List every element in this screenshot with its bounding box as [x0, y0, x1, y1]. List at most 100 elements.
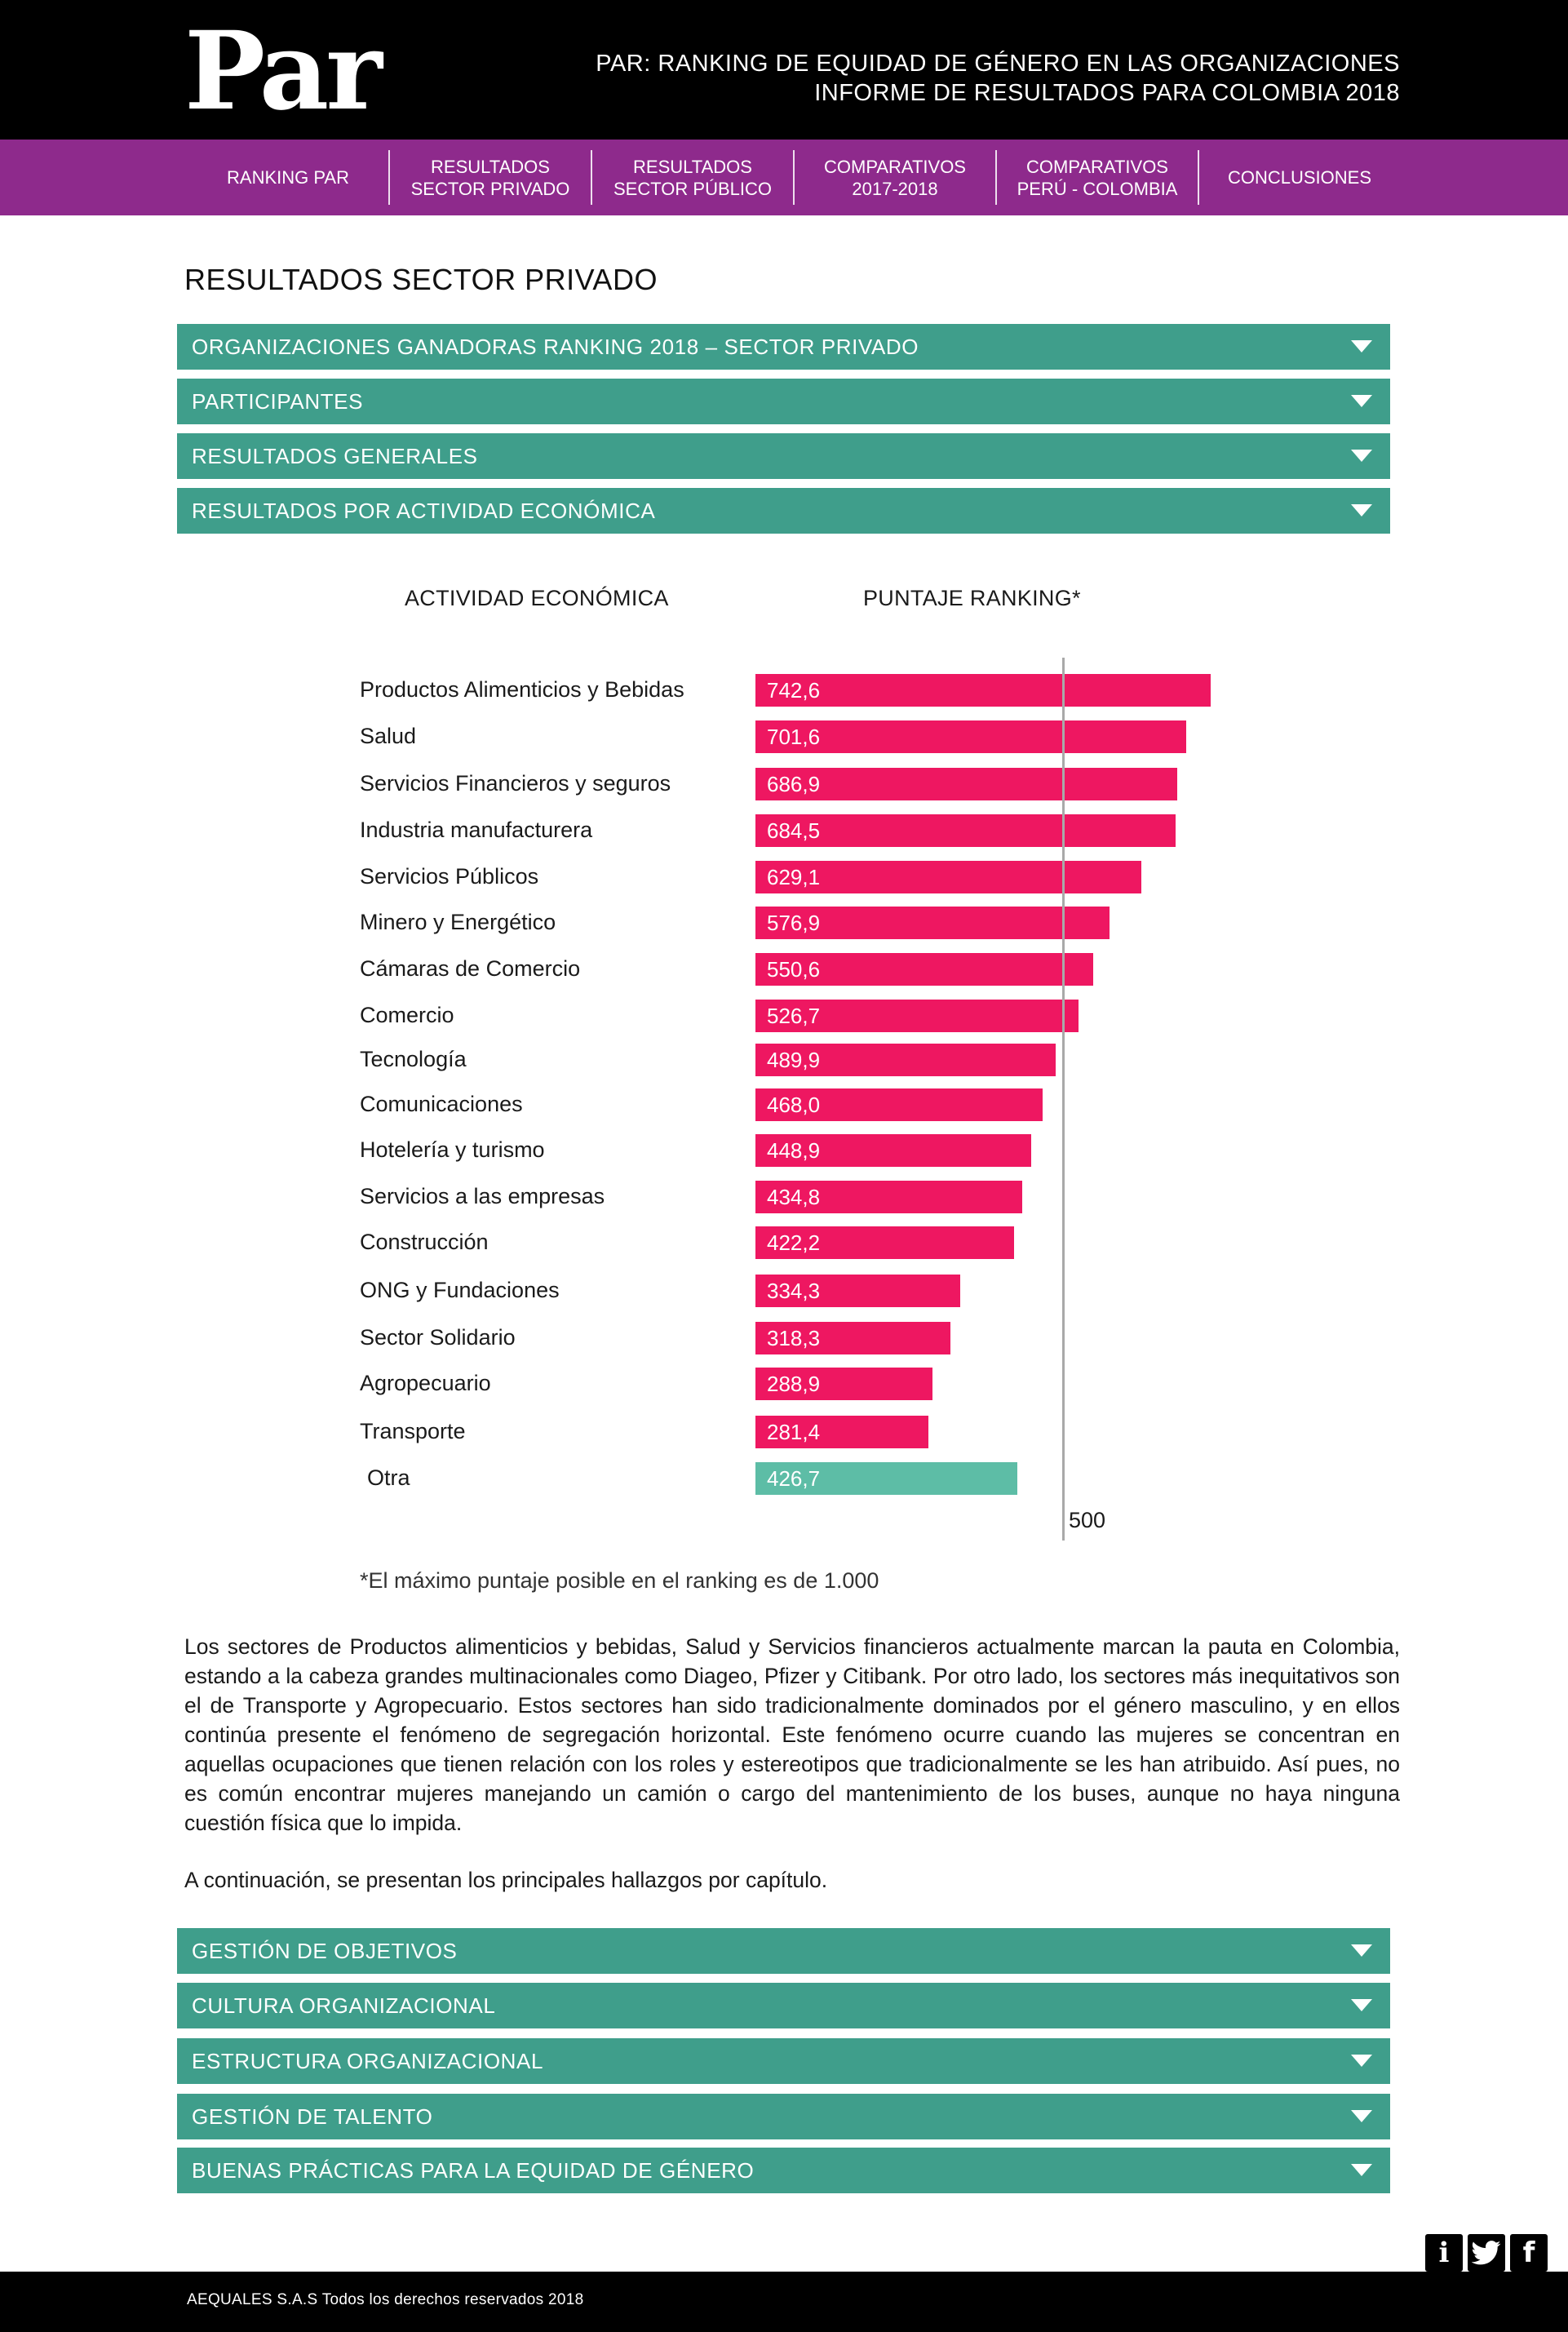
- par-logo[interactable]: Par: [184, 8, 383, 135]
- chart-category-label: Servicios Financieros y seguros: [360, 771, 671, 796]
- accordion-label: BUENAS PRÁCTICAS PARA LA EQUIDAD DE GÉNE…: [192, 2157, 755, 2183]
- info-icon[interactable]: i: [1425, 2234, 1463, 2272]
- accordion-label: RESULTADOS GENERALES: [192, 443, 478, 468]
- main-nav: RANKING PAR RESULTADOS SECTOR PRIVADO RE…: [0, 140, 1568, 215]
- footer-copyright: AEQUALES S.A.S Todos los derechos reserv…: [187, 2291, 584, 2308]
- chart-category-label: Hotelería y turismo: [360, 1137, 545, 1162]
- chevron-down-icon: [1351, 2164, 1372, 2176]
- accordion-estructura-organizacional[interactable]: ESTRUCTURA ORGANIZACIONAL: [177, 2038, 1390, 2084]
- nav-comparativos-2017-2018[interactable]: COMPARATIVOS 2017-2018: [824, 156, 966, 199]
- accordion-gestion-objetivos[interactable]: GESTIÓN DE OBJETIVOS: [177, 1928, 1390, 1974]
- chart-category-header: ACTIVIDAD ECONÓMICA: [405, 586, 669, 610]
- chart-bar: [755, 1088, 1043, 1121]
- header-bar: [0, 0, 1568, 140]
- chart-data-label: 686,9: [767, 772, 821, 796]
- chart-footnote: *El máximo puntaje posible en el ranking…: [360, 1568, 879, 1593]
- chevron-down-icon: [1351, 450, 1372, 462]
- intro-paragraph: A continuación, se presentan los princip…: [184, 1868, 828, 1892]
- chart-data-label: 489,9: [767, 1048, 821, 1072]
- chart-data-label: 526,7: [767, 1004, 821, 1028]
- chart-category-label: Cámaras de Comercio: [360, 956, 581, 981]
- chevron-down-icon: [1351, 1999, 1372, 2011]
- chart-bar: [755, 1000, 1079, 1032]
- chart-bar: [755, 1416, 928, 1448]
- nav-conclusiones[interactable]: CONCLUSIONES: [1227, 167, 1372, 188]
- chart-category-label: Minero y Energético: [360, 910, 556, 934]
- chart-category-label: Comunicaciones: [360, 1092, 523, 1116]
- logo-pointer-dot: [480, 131, 489, 140]
- chart-data-label: 334,3: [767, 1279, 821, 1303]
- chart-data-label: 448,9: [767, 1138, 821, 1163]
- chart-bar: [755, 1368, 932, 1400]
- chart-category-label: Comercio: [360, 1003, 454, 1027]
- chart-category-label: Sector Solidario: [360, 1325, 516, 1350]
- accordion-resultados-actividad-economica[interactable]: RESULTADOS POR ACTIVIDAD ECONÓMICA: [177, 488, 1390, 534]
- chart-category-label: Agropecuario: [360, 1371, 491, 1395]
- chevron-down-icon: [1351, 1944, 1372, 1957]
- header-title: PAR: RANKING DE EQUIDAD DE GÉNERO EN LAS…: [596, 49, 1400, 108]
- chart-bar: [755, 1462, 1017, 1495]
- accordion-label: ESTRUCTURA ORGANIZACIONAL: [192, 2048, 544, 2073]
- chart-data-label: 684,5: [767, 818, 821, 843]
- chart-category-label: Otra: [367, 1465, 410, 1490]
- header-title-line2: INFORME DE RESULTADOS PARA COLOMBIA 2018: [814, 80, 1400, 106]
- chart-category-label: Salud: [360, 724, 417, 748]
- accordion-label: GESTIÓN DE OBJETIVOS: [192, 1938, 458, 1963]
- accordion-organizaciones-ganadoras[interactable]: ORGANIZACIONES GANADORAS RANKING 2018 – …: [177, 324, 1390, 370]
- footer-bar: [0, 2272, 1568, 2332]
- header-title-line1: PAR: RANKING DE EQUIDAD DE GÉNERO EN LAS…: [596, 51, 1400, 77]
- nav-divider: [995, 150, 997, 205]
- chart-category-label: Industria manufacturera: [360, 818, 593, 842]
- chart-data-label: 288,9: [767, 1372, 821, 1396]
- chart-category-label: Tecnología: [360, 1047, 467, 1071]
- chevron-down-icon: [1351, 2110, 1372, 2122]
- chart-data-label: 318,3: [767, 1326, 821, 1350]
- chart-bar: [755, 1226, 1014, 1259]
- chart-bar: [755, 953, 1093, 986]
- twitter-icon[interactable]: [1468, 2234, 1505, 2272]
- nav-divider: [793, 150, 795, 205]
- accordion-label: CULTURA ORGANIZACIONAL: [192, 1993, 496, 2018]
- chart-data-label: 281,4: [767, 1420, 821, 1444]
- chart-category-label: Servicios Públicos: [360, 864, 539, 889]
- chart-bar: [755, 1275, 960, 1307]
- chart-data-label: 434,8: [767, 1185, 821, 1209]
- chart-bar: [755, 720, 1186, 753]
- accordion-label: ORGANIZACIONES GANADORAS RANKING 2018 – …: [192, 334, 919, 359]
- chart-bar: [755, 861, 1141, 893]
- chart-category-label: Productos Alimenticios y Bebidas: [360, 677, 684, 702]
- chevron-down-icon: [1351, 2055, 1372, 2067]
- chart-category-label: Transporte: [360, 1419, 466, 1443]
- chart-value-header: PUNTAJE RANKING*: [863, 586, 1081, 610]
- chart-category-label: Servicios a las empresas: [360, 1184, 605, 1208]
- accordion-participantes[interactable]: PARTICIPANTES: [177, 379, 1390, 424]
- facebook-icon[interactable]: f: [1510, 2234, 1548, 2272]
- accordion-cultura-organizacional[interactable]: CULTURA ORGANIZACIONAL: [177, 1983, 1390, 2028]
- chart-bar: [755, 1044, 1056, 1076]
- accordion-gestion-talento[interactable]: GESTIÓN DE TALENTO: [177, 2094, 1390, 2139]
- chart-data-label: 629,1: [767, 865, 821, 889]
- chart-category-label: Construcción: [360, 1230, 489, 1254]
- nav-resultados-sector-privado[interactable]: RESULTADOS SECTOR PRIVADO: [410, 156, 570, 199]
- chart-data-label: 422,2: [767, 1230, 821, 1255]
- accordion-label: GESTIÓN DE TALENTO: [192, 2104, 433, 2129]
- chart-bar: [755, 907, 1110, 939]
- chart-data-label: 742,6: [767, 678, 821, 703]
- nav-ranking-par[interactable]: RANKING PAR: [227, 167, 349, 188]
- nav-resultados-sector-publico[interactable]: RESULTADOS SECTOR PÚBLICO: [613, 156, 772, 199]
- nav-divider: [1198, 150, 1199, 205]
- accordion-label: PARTICIPANTES: [192, 388, 364, 414]
- chart-data-label: 576,9: [767, 911, 821, 935]
- accordion-resultados-generales[interactable]: RESULTADOS GENERALES: [177, 433, 1390, 479]
- nav-comparativos-peru-colombia[interactable]: COMPARATIVOS PERÚ - COLOMBIA: [1017, 156, 1178, 199]
- chart-bar: [755, 1181, 1022, 1213]
- accordion-buenas-practicas[interactable]: BUENAS PRÁCTICAS PARA LA EQUIDAD DE GÉNE…: [177, 2148, 1390, 2193]
- analysis-paragraph: Los sectores de Productos alimenticios y…: [184, 1634, 1400, 1835]
- chart-bar: [755, 674, 1211, 707]
- chart-bar: [755, 814, 1176, 847]
- chart-category-label: ONG y Fundaciones: [360, 1278, 560, 1302]
- page-title: RESULTADOS SECTOR PRIVADO: [184, 263, 658, 296]
- chevron-down-icon: [1351, 504, 1372, 516]
- chart-bar: [755, 1134, 1031, 1167]
- reference-line-500: [1062, 658, 1065, 1541]
